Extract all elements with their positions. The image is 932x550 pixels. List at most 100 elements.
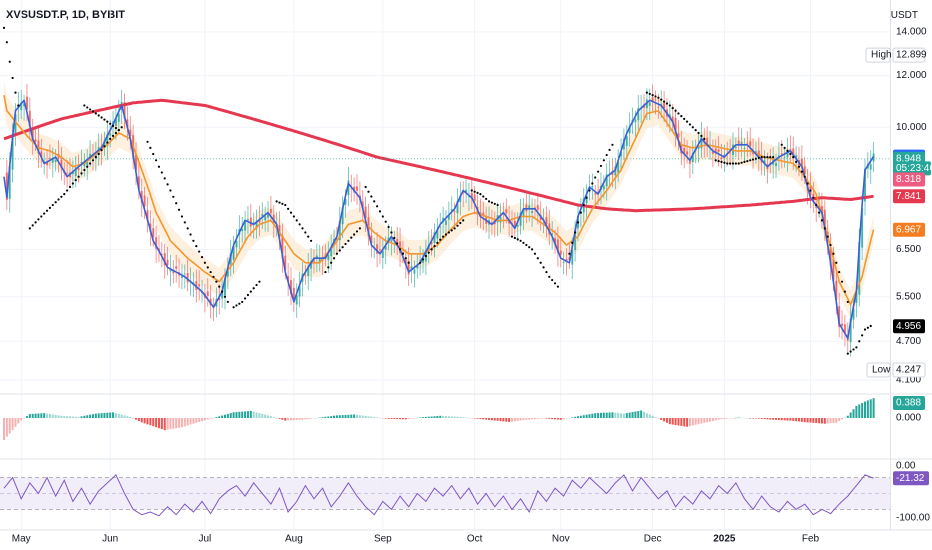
sar-dot xyxy=(694,129,697,132)
histogram-bar xyxy=(269,416,272,418)
candle-body xyxy=(344,199,347,205)
ma-pink-badge xyxy=(893,172,925,187)
histogram-bar xyxy=(54,414,57,418)
sar-dot xyxy=(812,196,815,199)
histogram-bar xyxy=(69,416,72,418)
candle-body xyxy=(290,280,292,295)
sar-dot xyxy=(169,189,172,192)
histogram-bar xyxy=(287,418,290,421)
histogram-bar xyxy=(169,418,172,430)
sar-dot xyxy=(485,197,488,201)
histogram-bar xyxy=(582,415,585,418)
histogram-bar xyxy=(37,413,40,418)
orange-ma-line xyxy=(3,94,875,306)
candle-body xyxy=(820,206,823,215)
sar-dot xyxy=(832,252,835,255)
histogram-bar xyxy=(367,416,370,418)
histogram-bar xyxy=(462,417,465,418)
histogram-bar xyxy=(341,415,344,418)
histogram-bar xyxy=(347,414,350,418)
histogram-bar xyxy=(324,416,327,418)
sar-dot xyxy=(94,156,97,159)
candle-body xyxy=(137,176,140,190)
sar-dot xyxy=(192,239,195,242)
histogram-bar xyxy=(525,418,528,420)
histogram-bar xyxy=(668,418,671,425)
sar-dot xyxy=(54,201,57,204)
candle-body xyxy=(651,96,654,102)
sar-dot xyxy=(355,230,359,233)
sar-dot xyxy=(370,195,373,198)
candle-body xyxy=(775,162,778,167)
sar-dot xyxy=(232,306,235,309)
histogram-bar xyxy=(872,398,875,418)
histogram-bar xyxy=(413,418,416,419)
histogram-bar xyxy=(235,412,238,418)
candle-body xyxy=(390,239,393,242)
sar-dot xyxy=(651,94,654,97)
sar-dot xyxy=(212,275,215,278)
candle-body xyxy=(206,291,209,296)
sar-dot xyxy=(301,227,304,230)
sar-dot xyxy=(419,261,422,264)
sar-dot xyxy=(14,91,17,94)
candle-body xyxy=(792,148,795,157)
histogram-bar xyxy=(777,418,780,421)
sar-dot xyxy=(189,233,192,236)
histogram-bar xyxy=(783,418,786,421)
candle-body xyxy=(246,219,249,221)
sar-dot xyxy=(43,212,46,215)
sar-dot xyxy=(548,275,551,278)
histogram-bar xyxy=(298,418,301,420)
sar-dot xyxy=(585,196,588,199)
histogram-bar xyxy=(63,415,66,418)
histogram-bar xyxy=(522,418,525,421)
sar-dot xyxy=(436,241,439,245)
sar-dot xyxy=(602,159,605,162)
candle-body xyxy=(691,152,694,162)
sar-dot xyxy=(114,131,118,135)
histogram-bar xyxy=(272,417,275,418)
sar-dot xyxy=(398,248,402,251)
sar-dot xyxy=(157,165,161,168)
sar-dot xyxy=(700,134,703,138)
sar-dot xyxy=(106,120,109,123)
candle-body xyxy=(605,174,608,187)
sar-dot xyxy=(97,114,100,117)
histogram-bar xyxy=(48,414,51,418)
histogram-bar xyxy=(129,416,132,418)
histogram-bar xyxy=(163,418,166,431)
grid-lines xyxy=(0,0,890,530)
candle-body xyxy=(433,232,436,243)
candle-body xyxy=(155,237,158,249)
candle-body xyxy=(861,208,864,248)
histogram-bar xyxy=(617,412,620,418)
candle-body xyxy=(338,220,341,241)
histogram-bar xyxy=(74,416,77,418)
histogram-bar xyxy=(597,413,600,418)
time-axis-label: Jul xyxy=(199,534,212,545)
histogram-bar xyxy=(605,412,608,418)
histogram-bar xyxy=(490,418,493,421)
candle-body xyxy=(456,200,459,214)
sar-dot xyxy=(720,160,723,163)
histogram-bar xyxy=(77,416,80,418)
candle-body xyxy=(86,162,89,166)
histogram-bar xyxy=(192,418,195,424)
histogram-bar xyxy=(91,414,94,418)
currency-label: USDT xyxy=(890,10,918,21)
sar-dot xyxy=(91,110,95,113)
sar-dot xyxy=(97,152,100,156)
candle-body xyxy=(462,192,465,194)
candle-body xyxy=(146,210,149,221)
histogram-bar xyxy=(700,418,703,424)
sar-dot xyxy=(390,231,393,234)
sar-dot xyxy=(83,104,86,107)
histogram-bar xyxy=(714,418,717,421)
candle-body xyxy=(749,141,752,147)
candle-body xyxy=(5,172,8,200)
histogram-bar xyxy=(574,416,577,418)
sar-dot xyxy=(195,245,198,248)
